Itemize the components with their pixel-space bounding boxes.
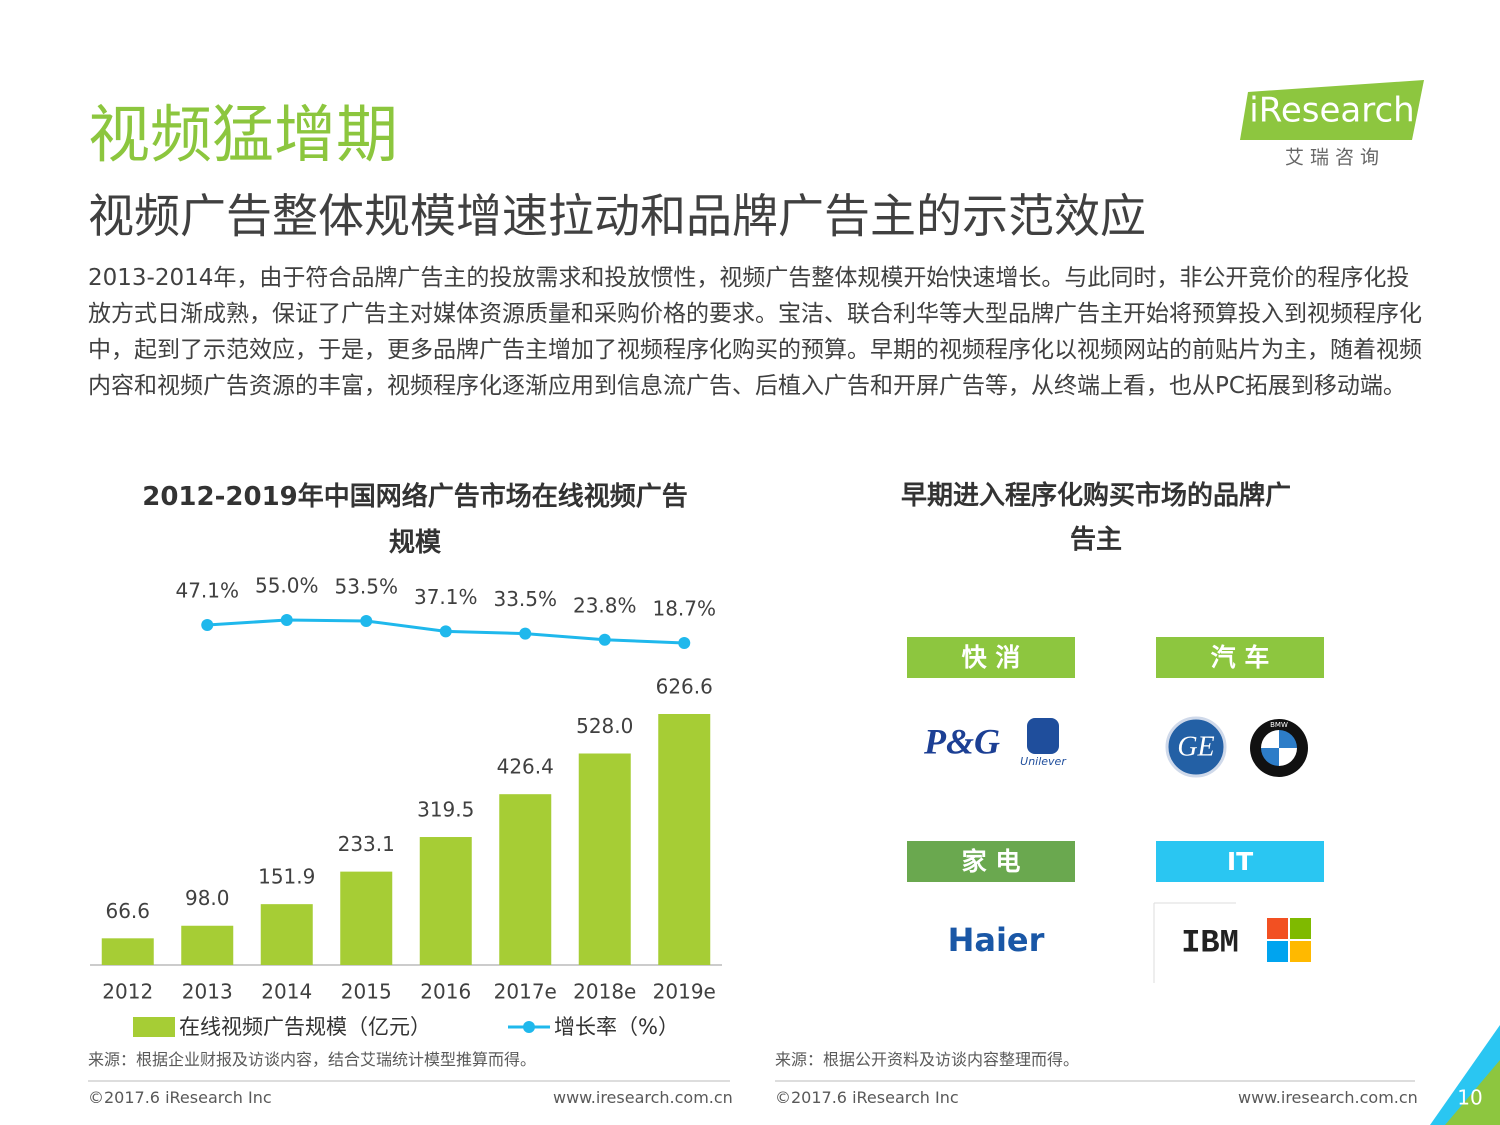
value-label: 98.0: [185, 886, 230, 910]
value-label: 319.5: [417, 798, 474, 822]
value-label: 233.1: [338, 832, 395, 856]
bar: [658, 714, 711, 965]
value-label: 426.4: [497, 755, 554, 779]
line-point: [439, 625, 452, 638]
value-label: 528.0: [576, 714, 633, 738]
value-label: 47.1%: [175, 579, 239, 603]
source-note: 来源：根据公开资料及访谈内容整理而得。: [775, 1050, 1080, 1069]
value-label: 53.5%: [334, 574, 398, 598]
legend-swatch: [133, 1017, 175, 1037]
value-label: 55.0%: [255, 574, 319, 598]
group-label: IT: [1156, 841, 1324, 882]
page-number: 10: [1457, 1086, 1482, 1110]
brand-logo: GE: [1177, 731, 1214, 762]
logo-shape: [1267, 941, 1288, 962]
value-label: 37.1%: [414, 585, 478, 609]
value-label: 66.6: [105, 899, 150, 923]
value-label: 33.5%: [493, 587, 557, 611]
brand-logo: Unilever: [1020, 755, 1067, 768]
legend-swatch: [523, 1021, 535, 1033]
copyright: ©2017.6 iResearch Inc: [775, 1088, 959, 1107]
title: 视频猛增期: [88, 98, 399, 171]
source-note: 来源：根据企业财报及访谈内容，结合艾瑞统计模型推算而得。: [88, 1050, 537, 1069]
brand-logo: Haier: [948, 921, 1045, 959]
url: www.iresearch.com.cn: [1238, 1088, 1418, 1107]
brand-logo: BMW: [1270, 721, 1288, 729]
value-label: 18.7%: [652, 597, 716, 621]
logo-shape: [1261, 730, 1297, 766]
copyright: ©2017.6 iResearch Inc: [88, 1088, 272, 1107]
x-tick-label: 2016: [420, 980, 471, 1004]
line-point: [280, 614, 293, 626]
group-label: 汽 车: [1156, 637, 1324, 678]
logo-shape: [1027, 718, 1059, 754]
bar: [499, 794, 552, 965]
legend-label: 在线视频广告规模（亿元）: [179, 1015, 431, 1039]
group-label: 快 消: [907, 637, 1075, 678]
logo-shape: [1290, 941, 1311, 962]
x-tick-label: 2014: [261, 980, 312, 1004]
group-label: 家 电: [907, 841, 1075, 882]
chart: 2012 2013 2014 2015 2016 2017e 2018e 2019e 66.6 9…: [90, 574, 722, 1039]
logo-shape: [1290, 918, 1311, 939]
logo-sub: 艾 瑞 咨 询: [1285, 147, 1379, 169]
value-label: 151.9: [258, 865, 315, 889]
brand-logo: IBM: [1181, 924, 1239, 961]
bar: [578, 753, 631, 965]
brands-title: 早期进入程序化购买市场的品牌广告主: [900, 481, 1291, 555]
bar: [419, 837, 472, 965]
brand-logo: P&G: [923, 721, 1000, 761]
logo-shape: [1165, 716, 1227, 778]
line-point: [519, 627, 532, 640]
x-tick-label: 2015: [341, 980, 392, 1004]
bar: [260, 904, 313, 965]
subtitle: 视频广告整体规模增速拉动和品牌广告主的示范效应: [88, 189, 1146, 243]
value-label: 626.6: [656, 675, 713, 699]
line-point: [678, 637, 691, 649]
line-point: [201, 619, 214, 632]
logo-shape: [1261, 730, 1297, 766]
x-tick-label: 2019e: [653, 980, 716, 1004]
logo-text: iResearch: [1249, 91, 1414, 131]
line-point: [598, 633, 611, 646]
bar: [181, 925, 234, 965]
line-point: [360, 614, 373, 627]
body-text: 2013-2014年，由于符合品牌广告主的投放需求和投放惯性，视频广告整体规模开…: [88, 265, 1422, 399]
bar: [101, 938, 154, 965]
x-tick-label: 2012: [102, 980, 153, 1004]
x-tick-label: 2013: [182, 980, 233, 1004]
logo-shape: [1267, 918, 1288, 939]
corner-deco: [1445, 1060, 1500, 1125]
x-tick-label: 2018e: [573, 980, 636, 1004]
legend-label: 增长率（%）: [554, 1015, 679, 1039]
logo-badge: [1240, 80, 1424, 140]
url: www.iresearch.com.cn: [553, 1088, 733, 1107]
x-tick-label: 2017e: [494, 980, 557, 1004]
chart-title: 2012-2019年中国网络广告市场在线视频广告规模: [142, 482, 688, 558]
bar: [340, 871, 393, 965]
value-label: 23.8%: [573, 593, 637, 617]
